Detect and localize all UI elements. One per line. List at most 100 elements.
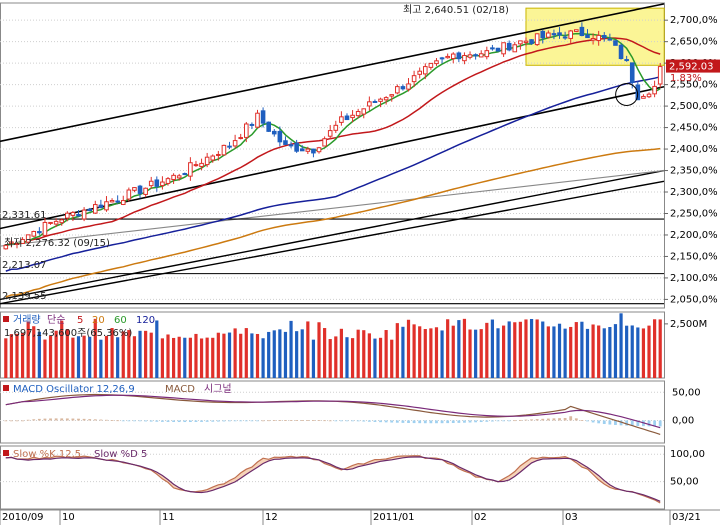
volume-bar — [32, 326, 36, 378]
volume-bar — [384, 330, 388, 378]
low-marker — [615, 83, 639, 106]
volume-bar — [239, 333, 243, 378]
macd-osc-bar — [451, 420, 455, 423]
candle-body — [624, 59, 629, 62]
candle-body — [579, 26, 585, 37]
macd-osc-bar — [345, 420, 349, 422]
macd-legend-macd: MACD — [165, 384, 195, 395]
macd-osc-bar — [630, 420, 634, 426]
volume-bar — [619, 313, 623, 378]
macd-osc-bar — [250, 420, 254, 422]
volume-bar — [658, 319, 662, 378]
volume-bar — [339, 328, 343, 378]
volume-tick-label: 2,500M — [670, 319, 707, 330]
macd-osc-bar — [446, 420, 450, 424]
candle-body — [126, 189, 132, 200]
volume-bar — [199, 338, 204, 378]
macd-osc-bar — [177, 420, 181, 423]
volume-bar — [328, 339, 332, 378]
volume-bar — [524, 319, 528, 378]
candle-body — [411, 75, 417, 83]
candle-body — [244, 123, 249, 138]
candle-body — [596, 34, 601, 42]
macd-osc-bar — [518, 419, 522, 421]
volume-bar — [9, 334, 13, 378]
candle-body — [383, 97, 389, 101]
macd-tick-label: 50,00 — [672, 387, 701, 398]
candle-body — [65, 212, 70, 219]
stoch-tick-label: 50,00 — [670, 477, 699, 488]
volume-bar — [641, 328, 646, 378]
macd-osc-bar — [401, 420, 405, 423]
macd-tick-label: 0,00 — [672, 415, 694, 426]
volume-bar — [501, 325, 506, 378]
candle-body — [160, 181, 165, 187]
volume-bar — [625, 325, 629, 378]
volume-bar — [306, 321, 310, 378]
macd-osc-bar — [586, 420, 589, 422]
volume-bar — [88, 336, 92, 378]
volume-bar — [110, 328, 114, 378]
volume-legend-item: 120 — [136, 315, 155, 326]
macd-osc-bar — [127, 420, 131, 422]
macd-osc-bar — [339, 420, 343, 422]
volume-bar — [283, 331, 288, 378]
volume-bar — [507, 321, 511, 378]
candle-body — [277, 130, 283, 143]
candle-body — [316, 147, 322, 153]
macd-osc-bar — [211, 420, 215, 422]
volume-bar — [390, 339, 394, 378]
slowd-line — [5, 456, 661, 502]
macd-osc-bar — [49, 418, 52, 421]
candle-body — [176, 175, 182, 179]
candle-body — [585, 34, 590, 39]
macd-osc-bar — [574, 418, 578, 421]
macd-osc-bar — [32, 419, 36, 421]
candle-body — [53, 220, 59, 225]
macd-osc-bar — [188, 420, 192, 423]
macd-osc-bar — [300, 420, 304, 421]
macd-osc-bar — [524, 419, 528, 421]
volume-bar — [557, 323, 562, 378]
candle-body — [182, 173, 188, 176]
macd-osc-bar — [502, 420, 505, 422]
volume-bar — [93, 318, 97, 378]
macd-osc-bar — [116, 420, 120, 422]
macd-osc-bar — [569, 416, 573, 421]
candle-body — [428, 62, 434, 68]
candle-body — [48, 221, 53, 224]
candle-body — [42, 221, 48, 236]
volume-value-label: 1,697,143,600주(65.36%) — [4, 328, 132, 339]
macd-osc-bar — [205, 420, 209, 422]
volume-bar — [261, 338, 265, 378]
price-tick-label: 2,450,0% — [670, 123, 718, 134]
candle-body — [216, 153, 221, 156]
macd-osc-bar — [647, 420, 651, 427]
volume-bar — [474, 329, 478, 378]
candle-body — [367, 101, 372, 107]
volume-bar — [373, 338, 377, 378]
candle-body — [165, 178, 171, 184]
macd-osc-bar — [233, 420, 237, 422]
macd-osc-bar — [228, 420, 231, 422]
volume-bar — [434, 327, 439, 378]
candle-body — [629, 62, 635, 83]
volume-bar — [171, 337, 176, 378]
volume-bar — [121, 331, 125, 378]
price-frame — [0, 2, 665, 309]
macd-osc-bar — [133, 420, 136, 422]
volume-bar — [468, 329, 472, 378]
volume-bar — [636, 327, 640, 378]
volume-bar — [513, 322, 517, 378]
annotation-high: 최고 2,640.51 (02/18) — [403, 4, 509, 16]
volume-bar — [451, 325, 455, 378]
volume-bar — [26, 321, 30, 378]
volume-bar — [591, 324, 595, 378]
volume-frame — [0, 311, 665, 379]
volume-panel: 2,500M 거래량 단순 5 20 60 120 — [0, 311, 707, 379]
macd-osc-bar — [496, 420, 500, 422]
macd-osc-bar — [93, 419, 97, 421]
macd-osc-bar — [110, 420, 114, 421]
macd-osc-bar — [26, 419, 30, 421]
